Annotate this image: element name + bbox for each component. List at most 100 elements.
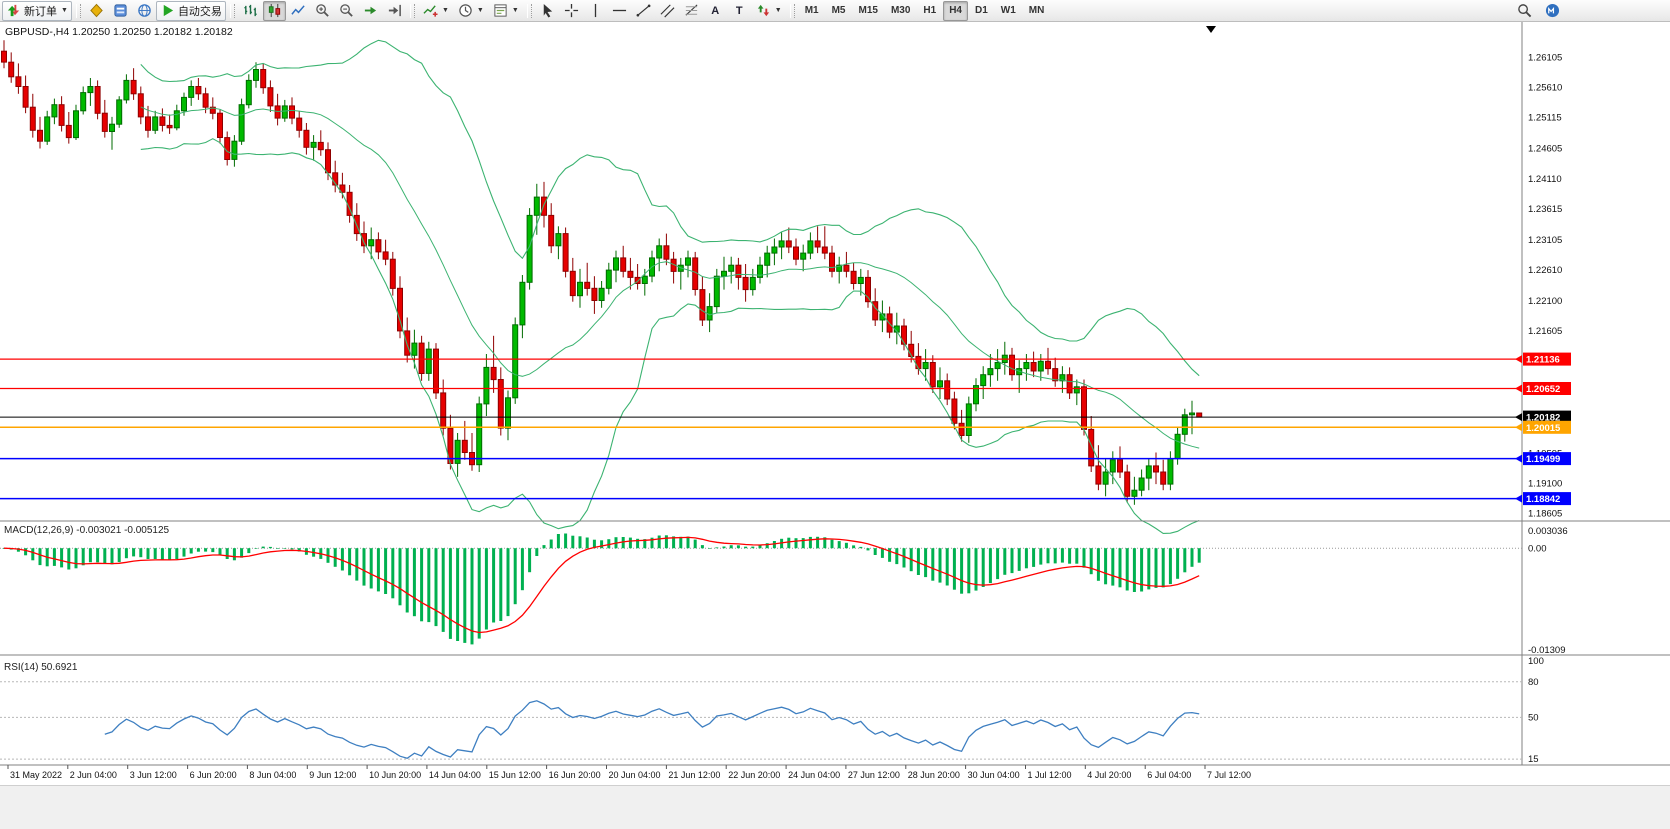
price-tick: 1.23105: [1528, 235, 1562, 246]
autoscroll-icon: [363, 3, 378, 18]
label-icon: T: [735, 4, 743, 17]
rsi-panel: RSI(14) 50.6921 100 80 50 15: [0, 656, 1544, 765]
rsi-scale-tick: 15: [1528, 754, 1539, 765]
fibonacci-icon: [684, 3, 699, 18]
community-button[interactable]: [133, 1, 156, 21]
navigator-button[interactable]: [109, 1, 132, 21]
toolbar-right-group: [1513, 1, 1564, 21]
timeframe-d1-button[interactable]: D1: [975, 5, 988, 16]
candles-button[interactable]: [262, 0, 286, 21]
zoom-in-button[interactable]: [311, 1, 334, 21]
cursor-button[interactable]: [536, 1, 559, 21]
price-badge: 1.19499: [1515, 452, 1571, 466]
time-tick-label: 20 Jun 04:00: [609, 770, 661, 780]
price-tick: 1.26105: [1528, 53, 1562, 64]
trendline-button[interactable]: [632, 1, 655, 21]
time-tick-label: 24 Jun 04:00: [788, 770, 840, 780]
macd-label: MACD(12,26,9) -0.003021 -0.005125: [4, 525, 170, 536]
hline-button[interactable]: [608, 1, 631, 21]
crosshair-button[interactable]: [560, 1, 583, 21]
macd-panel: MACD(12,26,9) -0.003021 -0.005125 0.00303…: [0, 525, 1568, 656]
search-button[interactable]: [1513, 1, 1536, 21]
text-button[interactable]: A: [704, 1, 727, 21]
svg-text:1.20015: 1.20015: [1526, 423, 1561, 434]
arrows-button[interactable]: ▼: [752, 1, 786, 21]
time-tick-label: 6 Jun 20:00: [190, 770, 237, 780]
price-badge: 1.21136: [1515, 352, 1571, 366]
market-watch-icon: [89, 3, 104, 18]
crosshair-icon: [564, 3, 579, 18]
chevron-down-icon: ▼: [476, 7, 484, 14]
time-tick-label: 2 Jun 04:00: [70, 770, 117, 780]
label-button[interactable]: T: [728, 1, 751, 21]
time-tick-label: 7 Jul 12:00: [1207, 770, 1251, 780]
autoscroll-button[interactable]: [359, 1, 382, 21]
timeframe-m30-button[interactable]: M30: [890, 5, 911, 16]
timeframe-m5-button[interactable]: M5: [831, 5, 846, 16]
chevron-down-icon: ▼: [441, 7, 449, 14]
macd-scale-max: 0.003036: [1528, 526, 1568, 537]
toolbar-group-panels: [85, 1, 156, 21]
chart-canvas[interactable]: 1.26105 1.25610 1.25115 1.24605 1.24110 1.236…: [0, 22, 1670, 785]
timeframe-w1-button[interactable]: W1: [1000, 5, 1016, 16]
bars-button[interactable]: [239, 1, 262, 21]
timeframe-h4-button[interactable]: H4: [943, 0, 968, 21]
time-tick-label: 8 Jun 04:00: [249, 770, 296, 780]
vline-button[interactable]: [584, 1, 607, 21]
zoom-out-button[interactable]: [335, 1, 358, 21]
toolbar-grip[interactable]: [229, 3, 235, 18]
price-levels: [0, 358, 1522, 500]
search-icon: [1517, 3, 1532, 18]
timeframe-m1-button[interactable]: M1: [804, 5, 819, 16]
channel-icon: [660, 3, 675, 18]
price-tick: 1.24605: [1528, 144, 1562, 155]
time-tick-label: 10 Jun 20:00: [369, 770, 421, 780]
templates-button[interactable]: ▼: [489, 1, 523, 21]
toolbar-group-autotrade: 自动交易: [155, 0, 226, 21]
price-tick: 1.18605: [1528, 509, 1562, 520]
price-badge: 1.20652: [1515, 382, 1571, 395]
new-order-button[interactable]: 新订单 ▼: [2, 0, 72, 21]
svg-text:1.20182: 1.20182: [1526, 413, 1560, 424]
price-tick: 1.25610: [1528, 83, 1562, 94]
price-badge: 1.20182: [1515, 410, 1571, 424]
chart-symbol-label: GBPUSD-,H4 1.20250 1.20250 1.20182 1.201…: [5, 26, 233, 38]
price-tick: 1.22100: [1528, 296, 1562, 307]
toolbar-group-timeframes: M1 M5 M15 M30 H1 H4 D1 W1 MN: [799, 0, 1051, 21]
chart-shift-button[interactable]: [383, 1, 406, 21]
toolbar-grip[interactable]: [75, 3, 81, 18]
channel-button[interactable]: [656, 1, 679, 21]
periods-button[interactable]: ▼: [454, 1, 488, 21]
toolbar-grip[interactable]: [409, 3, 415, 18]
timeframe-m15-button[interactable]: M15: [858, 5, 878, 16]
arrows-icon: [756, 3, 771, 18]
price-scale[interactable]: 1.26105 1.25610 1.25115 1.24605 1.24110 1.236…: [1515, 53, 1571, 520]
time-tick-label: 22 Jun 20:00: [728, 770, 780, 780]
time-tick-label: 6 Jul 04:00: [1147, 770, 1191, 780]
toolbar-group-line-studies: A T ▼: [536, 1, 786, 21]
timeframe-h1-button[interactable]: H1: [923, 5, 937, 16]
toolbar-grip[interactable]: [789, 3, 795, 18]
price-tick: 1.25115: [1528, 113, 1562, 124]
cursor-icon: [540, 3, 555, 18]
timeframe-mn-button[interactable]: MN: [1028, 5, 1045, 16]
community-icon: [137, 3, 152, 18]
chevron-down-icon: ▼: [774, 7, 782, 14]
line-chart-button[interactable]: [287, 1, 310, 21]
mql-button[interactable]: [1541, 1, 1564, 21]
time-scale[interactable]: 31 May 2022 2 Jun 04:00 3 Jun 12:00 6 Jun 2…: [7, 765, 1251, 780]
chart-shift-marker[interactable]: [1206, 26, 1216, 33]
indicators-button[interactable]: ▼: [419, 1, 453, 21]
autotrading-button[interactable]: 自动交易: [155, 0, 226, 21]
navigator-icon: [113, 3, 128, 18]
rsi-label: RSI(14) 50.6921: [4, 662, 78, 673]
time-tick-label: 27 Jun 12:00: [848, 770, 900, 780]
macd-scale-min: -0.01309: [1528, 645, 1566, 656]
candles-layer: [1, 40, 1203, 505]
fibonacci-button[interactable]: [680, 1, 703, 21]
market-watch-button[interactable]: [85, 1, 108, 21]
vline-icon: [588, 3, 603, 18]
toolbar-grip[interactable]: [526, 3, 532, 18]
price-tick: 1.19100: [1528, 478, 1562, 489]
time-tick-label: 30 Jun 04:00: [968, 770, 1020, 780]
